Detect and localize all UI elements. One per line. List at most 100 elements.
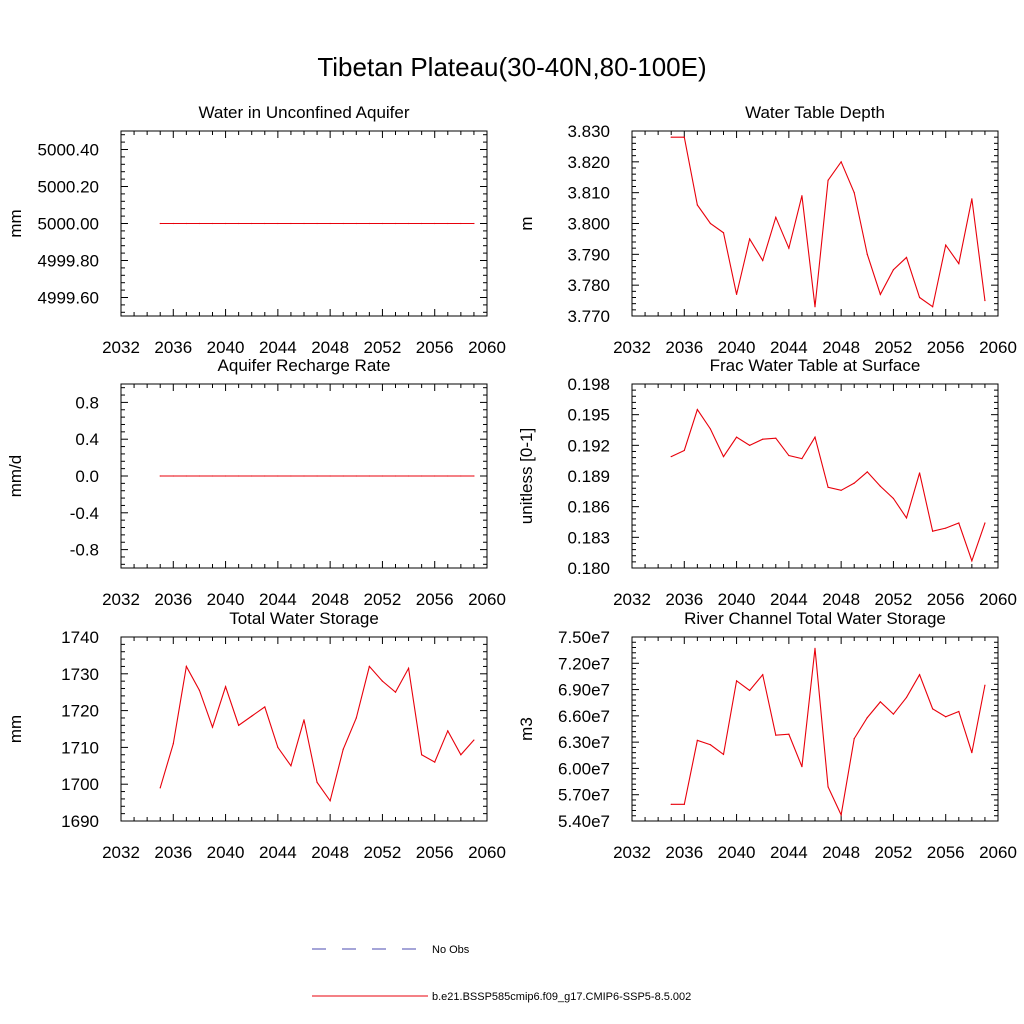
data-point <box>421 754 423 756</box>
data-point <box>473 739 475 741</box>
x-tick-label: 2056 <box>416 590 454 609</box>
x-tick-label: 2044 <box>770 338 808 357</box>
x-tick-label: 2048 <box>311 590 349 609</box>
plot-frame <box>631 383 999 569</box>
data-point <box>801 458 803 460</box>
data-point <box>329 475 331 477</box>
data-point <box>264 706 266 708</box>
y-axis-label: m <box>517 216 536 230</box>
y-tick-label: 0.4 <box>75 430 99 449</box>
data-point <box>172 743 174 745</box>
data-point <box>211 475 214 477</box>
data-point <box>788 454 790 457</box>
data-point <box>316 475 318 477</box>
data-point <box>945 527 947 529</box>
y-axis-label: m3 <box>517 717 536 741</box>
y-tick-label: 5.70e7 <box>558 786 610 805</box>
data-point <box>801 195 803 197</box>
data-point <box>316 781 318 783</box>
data-point <box>407 667 410 669</box>
y-tick-label: 6.30e7 <box>558 733 610 752</box>
x-tick-label: 2060 <box>468 843 506 862</box>
data-point <box>434 222 436 225</box>
data-point <box>788 247 790 249</box>
data-point <box>892 269 895 271</box>
data-point <box>198 689 201 691</box>
y-tick-label: 7.50e7 <box>558 628 610 647</box>
data-point <box>447 475 449 477</box>
data-point <box>905 696 908 699</box>
plot-frame <box>631 130 999 317</box>
y-tick-label: 6.00e7 <box>558 759 610 778</box>
y-tick-label: 7.20e7 <box>558 654 610 673</box>
data-point <box>814 647 816 649</box>
data-point <box>198 222 201 225</box>
data-point <box>329 800 331 802</box>
data-point <box>355 717 357 719</box>
data-point <box>932 530 934 532</box>
data-point <box>447 730 449 732</box>
chart-aquifer-recharge-rate: Aquifer Recharge Rate mm/d 2032 2036 2040 204… <box>6 356 506 609</box>
data-point <box>421 222 423 225</box>
data-point <box>224 475 227 477</box>
y-tick-label: 5.40e7 <box>558 812 610 831</box>
y-tick-label: 0.189 <box>567 467 610 486</box>
x-tick-label: 2040 <box>718 590 756 609</box>
data-point <box>238 475 240 477</box>
data-point <box>696 408 698 411</box>
data-point <box>670 455 672 458</box>
y-tick-label: 0.180 <box>567 559 610 578</box>
x-tick-label: 2032 <box>613 843 651 862</box>
y-axis-label: unitless [0-1] <box>517 428 536 524</box>
x-tick-label: 2052 <box>875 843 913 862</box>
data-point <box>683 136 685 138</box>
data-point <box>251 475 253 477</box>
x-tick-label: 2036 <box>154 338 192 357</box>
y-axis-label: mm <box>6 209 25 237</box>
data-point <box>905 517 908 519</box>
chart-title: Water in Unconfined Aquifer <box>198 103 409 122</box>
chart-title: Aquifer Recharge Rate <box>218 356 391 375</box>
data-point <box>814 436 816 438</box>
data-point <box>290 222 292 225</box>
data-point <box>971 752 973 754</box>
data-point <box>749 238 751 240</box>
data-point <box>159 475 161 477</box>
series-line <box>159 664 475 803</box>
y-tick-label: 1730 <box>61 665 99 684</box>
data-point <box>853 482 855 484</box>
data-point <box>958 710 960 713</box>
series-line <box>671 648 986 817</box>
y-tick-label: 5000.00 <box>38 215 99 234</box>
data-point <box>971 560 973 562</box>
data-point <box>342 748 344 750</box>
data-point <box>434 761 436 763</box>
y-tick-label: 3.820 <box>567 153 610 172</box>
x-tick-label: 2056 <box>927 338 965 357</box>
data-point <box>722 753 725 756</box>
data-point <box>224 686 227 688</box>
data-point <box>368 222 370 225</box>
chart-water-in-unconfined-aquifer: Water in Unconfined Aquifer mm 2032 2036 204… <box>6 103 506 357</box>
data-point <box>879 293 881 296</box>
data-point <box>866 717 868 719</box>
data-point <box>827 486 829 488</box>
legend-label: No Obs <box>432 944 470 956</box>
y-tick-label: 1690 <box>61 812 99 831</box>
data-point <box>840 161 842 163</box>
x-tick-label: 2052 <box>364 843 402 862</box>
data-point <box>683 803 685 805</box>
data-point <box>251 222 253 225</box>
data-point <box>762 259 764 262</box>
data-point <box>958 522 960 524</box>
data-point <box>381 680 384 682</box>
y-tick-label: 0.198 <box>567 375 610 394</box>
data-point <box>762 438 764 440</box>
data-point <box>762 674 764 676</box>
data-point <box>342 475 344 477</box>
data-point <box>670 136 672 138</box>
data-point <box>918 296 921 299</box>
x-tick-label: 2032 <box>613 338 651 357</box>
x-tick-label: 2048 <box>822 843 860 862</box>
chart-total-water-storage: Total Water Storage mm 2032 2036 2040 2044 204… <box>6 609 506 862</box>
